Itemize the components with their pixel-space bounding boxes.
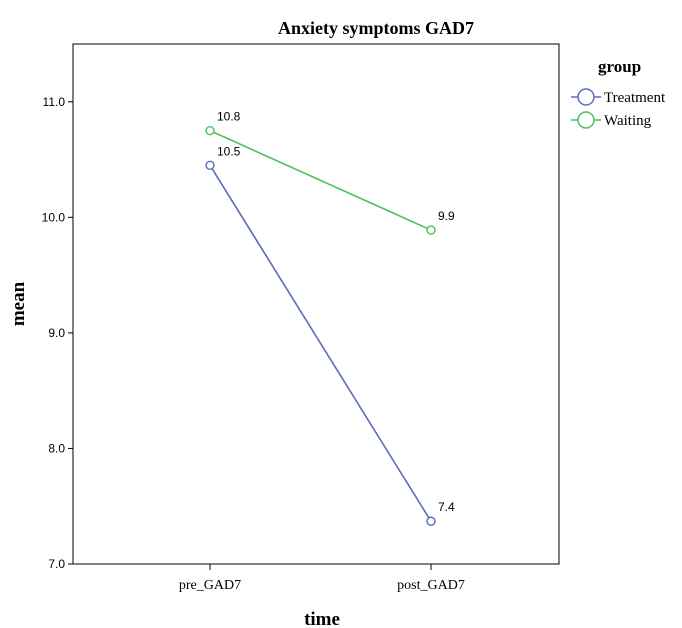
x-axis-label: time — [304, 609, 340, 628]
y-axis: 7.0 8.0 9.0 10.0 11.0 — [42, 95, 73, 571]
y-tick-label: 10.0 — [42, 210, 66, 224]
y-axis-label: mean — [8, 281, 29, 326]
data-label: 7.4 — [438, 500, 455, 514]
legend-title: group — [598, 57, 641, 76]
series-layer: 10.5 7.4 10.8 9.9 — [205, 110, 455, 526]
data-point — [205, 160, 215, 171]
plot-frame — [72, 43, 560, 565]
legend-label: Treatment — [604, 90, 666, 106]
series-line-treatment — [209, 164, 432, 522]
x-axis: pre_GAD7 post_GAD7 — [179, 564, 465, 593]
legend-label: Waiting — [604, 113, 652, 129]
x-tick-label: post_GAD7 — [397, 578, 465, 593]
chart-title: Anxiety symptoms GAD7 — [278, 18, 474, 38]
data-point — [426, 225, 436, 235]
data-point — [205, 125, 215, 136]
y-tick-label: 8.0 — [48, 441, 65, 455]
x-tick-label: pre_GAD7 — [179, 578, 241, 593]
data-point — [426, 516, 436, 526]
y-tick-label: 11.0 — [43, 95, 66, 109]
data-label: 10.8 — [217, 110, 241, 124]
y-tick-label: 9.0 — [48, 326, 65, 340]
legend-swatch-marker — [577, 88, 595, 106]
series-line-waiting — [209, 129, 432, 231]
data-label: 10.5 — [217, 144, 241, 158]
data-label: 9.9 — [438, 209, 455, 223]
y-tick-label: 7.0 — [48, 557, 65, 571]
legend: group Treatment Waiting — [571, 57, 666, 129]
legend-swatch-marker — [577, 111, 595, 129]
